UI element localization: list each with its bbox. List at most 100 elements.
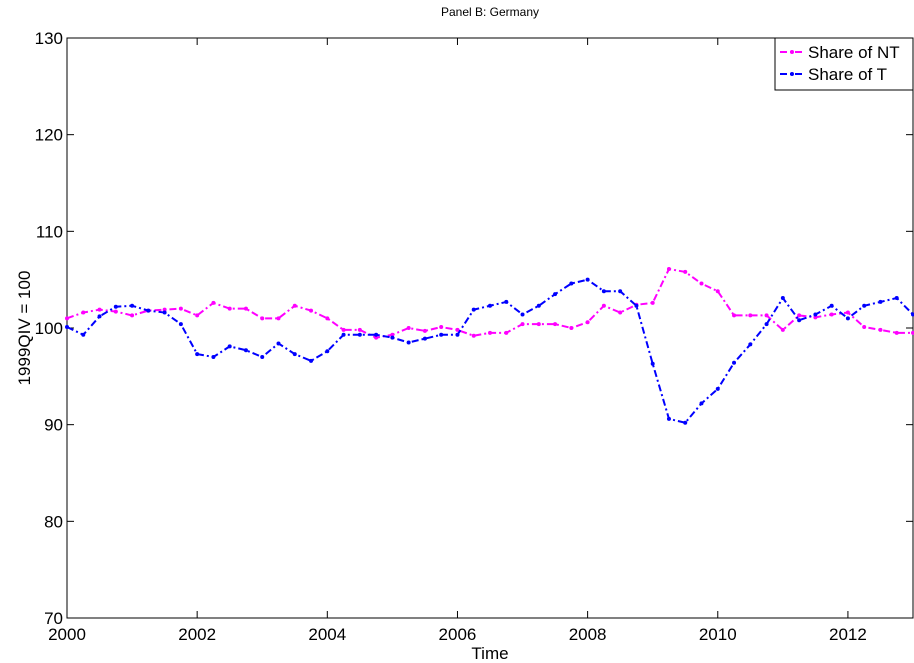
series-point: [113, 304, 118, 309]
series-point: [162, 310, 167, 315]
series-point: [357, 332, 362, 337]
series-point: [699, 281, 704, 286]
y-tick-label: 80: [44, 512, 63, 531]
y-tick-label: 110: [36, 222, 63, 241]
series-point: [130, 303, 135, 308]
series-point: [422, 336, 427, 341]
series-point: [81, 332, 86, 337]
series-point: [683, 420, 688, 425]
series-point: [113, 309, 118, 314]
series-point: [553, 322, 558, 327]
series-point: [260, 355, 265, 359]
series-point: [325, 316, 330, 321]
series-point: [569, 281, 574, 286]
series-point: [862, 325, 867, 330]
series-point: [650, 361, 655, 366]
legend-label: Share of T: [808, 65, 887, 84]
chart-title: Panel B: Germany: [441, 5, 539, 19]
series-point: [81, 310, 86, 315]
series-point: [195, 352, 200, 357]
x-tick-label: 2010: [699, 625, 737, 644]
series-point: [471, 333, 476, 338]
series-point: [292, 303, 297, 308]
series-point: [764, 322, 769, 327]
series-point: [683, 269, 688, 274]
series-point: [536, 322, 541, 327]
series-point: [439, 332, 444, 337]
y-axis-label: 1999QIV = 100: [15, 271, 34, 386]
series-point: [130, 313, 135, 318]
series-line: [66, 267, 913, 339]
series-point: [894, 296, 899, 301]
series-point: [97, 307, 102, 312]
series-point: [911, 330, 914, 335]
series-point: [780, 296, 785, 301]
series-point: [780, 327, 785, 332]
series-point: [569, 326, 574, 330]
series-point: [650, 300, 655, 305]
series-point: [732, 313, 737, 318]
series-point: [520, 312, 525, 317]
series-line: [66, 278, 914, 424]
series-point: [536, 303, 541, 308]
series-point: [845, 310, 850, 315]
series-point: [715, 289, 720, 294]
series-point: [748, 342, 753, 347]
series-point: [455, 332, 460, 337]
series-point: [325, 349, 330, 354]
series-point: [178, 322, 183, 327]
series-point: [601, 289, 606, 294]
series-point: [764, 313, 769, 318]
series-point: [488, 330, 492, 335]
series-point: [715, 386, 720, 391]
series-point: [243, 306, 248, 311]
x-axis-label: Time: [471, 644, 508, 663]
series-point: [829, 312, 834, 317]
series-point: [260, 316, 265, 321]
x-tick-label: 2006: [439, 625, 477, 644]
series-point: [390, 335, 395, 340]
series-point: [178, 306, 183, 311]
y-tick-label: 90: [44, 416, 63, 435]
series-point: [65, 316, 69, 321]
series-point: [357, 327, 362, 332]
series-point: [634, 303, 639, 308]
series-point: [227, 306, 232, 311]
series-point: [666, 416, 671, 421]
series-point: [406, 340, 411, 345]
legend-marker: [790, 50, 794, 54]
y-tick-label: 70: [44, 609, 63, 628]
series-point: [845, 316, 850, 321]
series-point: [97, 314, 102, 319]
series-point: [439, 325, 444, 330]
series-point: [471, 307, 476, 312]
legend-box: [774, 37, 914, 91]
series-point: [488, 303, 492, 308]
series-point: [813, 312, 818, 317]
series-point: [309, 308, 314, 313]
series-point: [146, 308, 151, 313]
series-point: [878, 299, 883, 304]
series-point: [211, 355, 216, 359]
series-point: [341, 327, 346, 332]
series-point: [374, 335, 379, 340]
series-point: [195, 313, 200, 318]
series-point: [406, 326, 411, 330]
series-point: [797, 318, 802, 323]
series-point: [276, 341, 281, 346]
series-point: [601, 303, 606, 308]
series-point: [585, 277, 590, 282]
x-tick-label: 2008: [569, 625, 607, 644]
series-point: [309, 358, 314, 363]
series-point: [585, 320, 590, 325]
series-point: [243, 348, 248, 353]
series-point: [374, 332, 379, 337]
x-tick-label: 2002: [178, 625, 216, 644]
series-point: [618, 289, 623, 294]
series-point: [422, 328, 427, 333]
series-point: [553, 292, 558, 297]
series-point: [162, 307, 167, 312]
series-point: [813, 315, 818, 320]
series-point: [862, 303, 867, 308]
